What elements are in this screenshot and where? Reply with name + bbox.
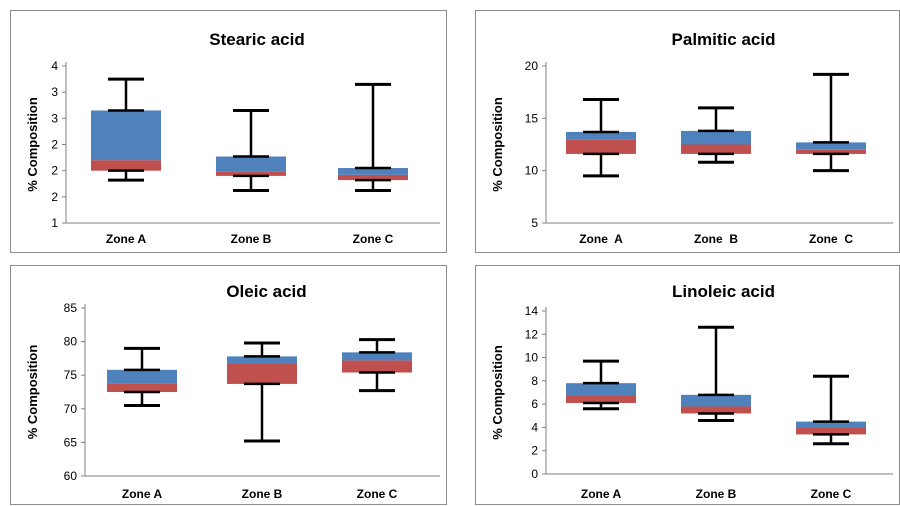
box-lower-quartile (216, 171, 286, 176)
y-tick-label: 10 (525, 351, 539, 365)
box-upper-quartile (91, 110, 161, 161)
palmitic-acid-chart: Palmitic acid % Composition 5 10 15 20 Zone A Z… (475, 10, 900, 253)
y-tick-label: 10 (525, 164, 539, 178)
y-tick-label: 2 (51, 164, 58, 178)
y-tick-label: 2 (531, 444, 538, 458)
linoleic-plot: Linoleic acid % Composition 0 2 4 6 8 10 12 14 Zon… (490, 282, 893, 501)
y-tick-label: 1 (51, 216, 58, 230)
stearic-plot: Stearic acid % Composition 1 2 2 2 3 3 4 Zone A Zo… (25, 30, 440, 246)
box-upper-quartile (796, 142, 866, 150)
category-label: Zone A (122, 487, 163, 501)
y-axis-label: % Composition (490, 345, 505, 440)
y-tick-label: 3 (51, 111, 58, 125)
box-upper-quartile (107, 369, 177, 384)
y-axis-label: % Composition (25, 97, 40, 192)
category-label: Zone B (696, 487, 737, 501)
y-tick-label: 12 (525, 327, 539, 341)
box-upper-quartile (227, 356, 297, 364)
box-lower-quartile (227, 363, 297, 384)
box-upper-quartile (681, 394, 751, 407)
y-tick-label: 3 (51, 85, 58, 99)
y-tick-label: 8 (531, 374, 538, 388)
box-lower-quartile (107, 383, 177, 392)
linoleic-acid-chart: Linoleic acid % Composition 0 2 4 6 8 10 12 14 Zon… (475, 265, 900, 505)
category-label: Zone A (581, 487, 622, 501)
y-axis-label: % Composition (25, 345, 40, 440)
category-label: Zone C (809, 232, 853, 246)
box-lower-quartile (91, 160, 161, 171)
oleic-plot: Oleic acid % Composition 60 65 70 75 80 85 Zone … (25, 282, 440, 501)
category-label: Zone B (231, 232, 272, 246)
category-label: Zone A (106, 232, 147, 246)
y-tick-label: 4 (531, 420, 538, 434)
chart-title: Linoleic acid (672, 282, 775, 301)
y-tick-label: 80 (64, 335, 78, 349)
y-tick-label: 14 (525, 304, 539, 318)
category-label: Zone A (579, 232, 623, 246)
box-lower-quartile (338, 174, 408, 181)
box-lower-quartile (342, 360, 412, 373)
y-tick-label: 65 (64, 435, 78, 449)
box-lower-quartile (566, 395, 636, 403)
box-upper-quartile (566, 383, 636, 396)
category-label: Zone C (353, 232, 394, 246)
category-label: Zone B (694, 232, 738, 246)
category-label: Zone C (811, 487, 852, 501)
y-tick-label: 2 (51, 138, 58, 152)
y-tick-label: 5 (531, 216, 538, 230)
y-tick-label: 2 (51, 190, 58, 204)
box-upper-quartile (566, 131, 636, 140)
category-label: Zone B (242, 487, 283, 501)
y-tick-label: 4 (51, 59, 58, 73)
y-tick-label: 6 (531, 397, 538, 411)
box-upper-quartile (216, 156, 286, 172)
oleic-acid-chart: Oleic acid % Composition 60 65 70 75 80 85 Zone … (10, 265, 447, 505)
y-tick-label: 15 (525, 111, 539, 125)
box-lower-quartile (681, 144, 751, 154)
chart-title: Stearic acid (209, 30, 304, 49)
category-label: Zone C (357, 487, 398, 501)
y-tick-label: 70 (64, 402, 78, 416)
box-lower-quartile (796, 427, 866, 435)
box-lower-quartile (566, 139, 636, 154)
box-upper-quartile (342, 352, 412, 361)
box-lower-quartile (796, 149, 866, 154)
chart-title: Palmitic acid (672, 30, 776, 49)
y-tick-label: 75 (64, 368, 78, 382)
stearic-acid-chart: Stearic acid % Composition 1 2 2 2 3 3 4 Zone A Zo… (10, 10, 447, 253)
box-upper-quartile (338, 168, 408, 175)
box-upper-quartile (681, 130, 751, 145)
box-upper-quartile (796, 421, 866, 428)
chart-title: Oleic acid (226, 282, 306, 301)
y-axis-label: % Composition (490, 97, 505, 192)
y-tick-label: 0 (531, 467, 538, 481)
box-lower-quartile (681, 406, 751, 414)
y-tick-label: 60 (64, 469, 78, 483)
palmitic-plot: Palmitic acid % Composition 5 10 15 20 Zone A Z… (490, 30, 893, 246)
y-tick-label: 20 (525, 59, 539, 73)
y-tick-label: 85 (64, 301, 78, 315)
